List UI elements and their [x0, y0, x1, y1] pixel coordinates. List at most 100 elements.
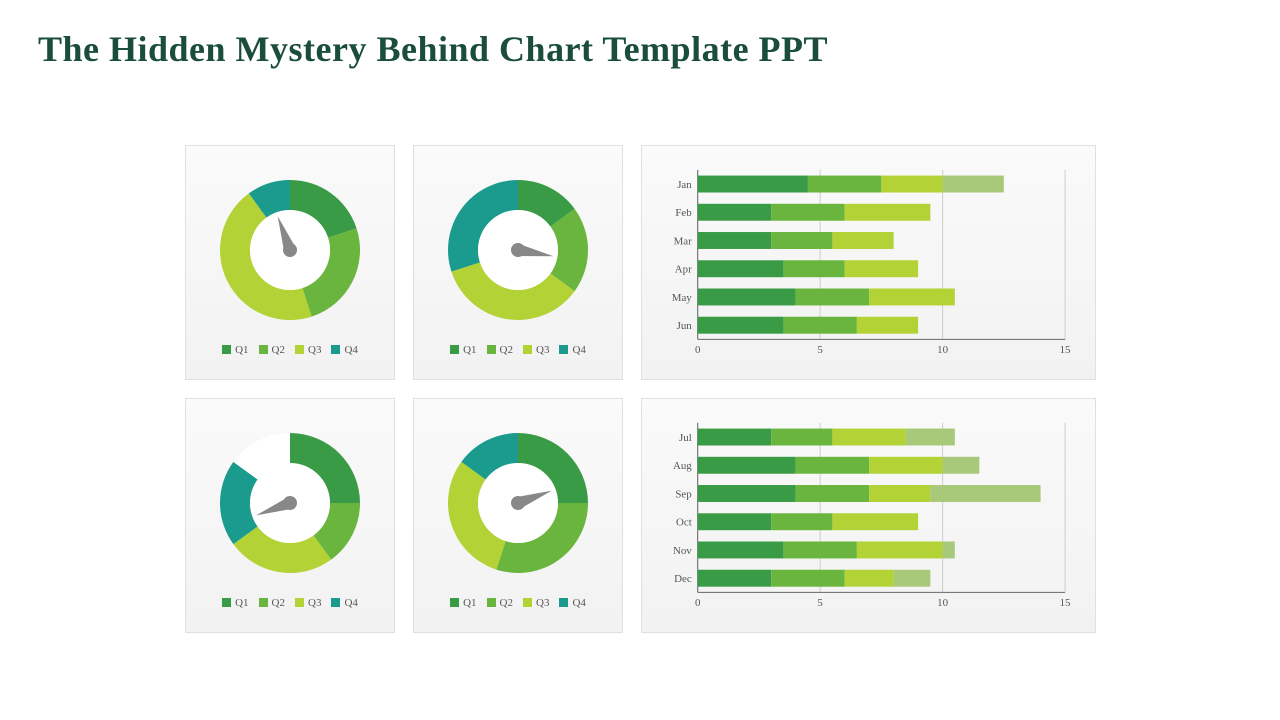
- page-title: The Hidden Mystery Behind Chart Template…: [38, 28, 828, 70]
- legend-item: Q4: [559, 344, 585, 356]
- y-category-label: Aug: [673, 460, 692, 472]
- bar-segment: [832, 429, 905, 446]
- legend-item: Q3: [295, 597, 321, 609]
- legend-swatch: [559, 345, 568, 354]
- legend-item: Q2: [259, 597, 285, 609]
- bar-segment: [796, 457, 869, 474]
- x-tick-label: 10: [937, 344, 948, 356]
- legend-item: Q2: [487, 597, 513, 609]
- bar-segment: [771, 513, 832, 530]
- bar-segment: [869, 457, 942, 474]
- bar-segment: [698, 176, 808, 193]
- legend-swatch: [523, 345, 532, 354]
- legend-item: Q3: [295, 344, 321, 356]
- bar-segment: [845, 204, 931, 221]
- legend-item: Q4: [331, 597, 357, 609]
- y-category-label: Apr: [675, 264, 692, 276]
- bar-segment: [845, 260, 918, 277]
- legend-label: Q3: [308, 344, 321, 356]
- slide: The Hidden Mystery Behind Chart Template…: [0, 0, 1280, 720]
- bar-segment: [698, 542, 784, 559]
- bar-segment: [698, 485, 796, 502]
- legend-label: Q3: [308, 597, 321, 609]
- legend-swatch: [487, 345, 496, 354]
- legend-swatch: [259, 345, 268, 354]
- legend-swatch: [222, 345, 231, 354]
- x-tick-label: 0: [695, 344, 701, 356]
- x-tick-label: 10: [937, 597, 948, 609]
- legend-label: Q3: [536, 344, 549, 356]
- gauge-hub: [283, 496, 297, 510]
- legend-item: Q1: [222, 597, 248, 609]
- bar-segment: [698, 513, 771, 530]
- bar-segment: [698, 232, 771, 249]
- bar-segment: [869, 485, 930, 502]
- x-tick-label: 5: [817, 344, 822, 356]
- bar-segment: [698, 317, 784, 334]
- legend-label: Q1: [463, 597, 476, 609]
- legend-label: Q3: [536, 597, 549, 609]
- legend-label: Q4: [344, 344, 357, 356]
- donut-chart-2: [438, 170, 598, 330]
- bar-segment: [783, 317, 856, 334]
- y-category-label: Jan: [677, 179, 692, 191]
- legend-swatch: [331, 345, 340, 354]
- donut-legend-1: Q1 Q2 Q3 Q4: [222, 344, 358, 356]
- y-category-label: May: [672, 292, 693, 304]
- x-tick-label: 15: [1060, 597, 1071, 609]
- x-tick-label: 0: [695, 597, 701, 609]
- legend-item: Q4: [331, 344, 357, 356]
- bar-segment: [906, 429, 955, 446]
- bar-segment: [832, 513, 918, 530]
- bar-segment: [857, 542, 943, 559]
- bar-segment: [808, 176, 881, 193]
- legend-label: Q1: [235, 344, 248, 356]
- legend-swatch: [559, 598, 568, 607]
- donut-legend-3: Q1 Q2 Q3 Q4: [222, 597, 358, 609]
- legend-label: Q4: [572, 344, 585, 356]
- legend-item: Q2: [259, 344, 285, 356]
- bar-segment: [869, 289, 955, 306]
- bar-segment: [894, 570, 931, 587]
- y-category-label: Mar: [674, 235, 693, 247]
- legend-swatch: [331, 598, 340, 607]
- legend-swatch: [487, 598, 496, 607]
- donut-panel-1: Q1 Q2 Q3 Q4: [185, 145, 395, 380]
- gauge-hub: [511, 243, 525, 257]
- bar-segment: [771, 570, 844, 587]
- legend-item: Q3: [523, 344, 549, 356]
- bar-panel-1: 051015JanFebMarAprMayJun: [641, 145, 1096, 380]
- legend-swatch: [295, 598, 304, 607]
- legend-item: Q1: [450, 597, 476, 609]
- donut-panel-3: Q1 Q2 Q3 Q4: [185, 398, 395, 633]
- legend-item: Q2: [487, 344, 513, 356]
- legend-swatch: [295, 345, 304, 354]
- y-category-label: Oct: [676, 517, 692, 529]
- gauge-hub: [511, 496, 525, 510]
- gauge-hub: [283, 243, 297, 257]
- y-category-label: Sep: [675, 488, 691, 500]
- bar-chart-2: 051015JulAugSepOctNovDec: [656, 417, 1073, 614]
- bar-segment: [771, 232, 832, 249]
- bar-segment: [698, 570, 771, 587]
- bar-segment: [943, 542, 955, 559]
- bar-segment: [698, 260, 784, 277]
- bar-segment: [857, 317, 918, 334]
- y-category-label: Jun: [677, 320, 693, 332]
- bar-segment: [943, 176, 1004, 193]
- bar-segment: [698, 204, 771, 221]
- legend-label: Q2: [500, 344, 513, 356]
- y-category-label: Feb: [675, 207, 692, 219]
- legend-label: Q4: [572, 597, 585, 609]
- legend-swatch: [523, 598, 532, 607]
- legend-label: Q2: [500, 597, 513, 609]
- legend-swatch: [450, 598, 459, 607]
- bar-chart-1: 051015JanFebMarAprMayJun: [656, 164, 1073, 361]
- bar-panel-2: 051015JulAugSepOctNovDec: [641, 398, 1096, 633]
- legend-swatch: [450, 345, 459, 354]
- bar-segment: [930, 485, 1040, 502]
- legend-swatch: [222, 598, 231, 607]
- legend-label: Q2: [272, 597, 285, 609]
- bar-segment: [783, 542, 856, 559]
- bar-segment: [796, 485, 869, 502]
